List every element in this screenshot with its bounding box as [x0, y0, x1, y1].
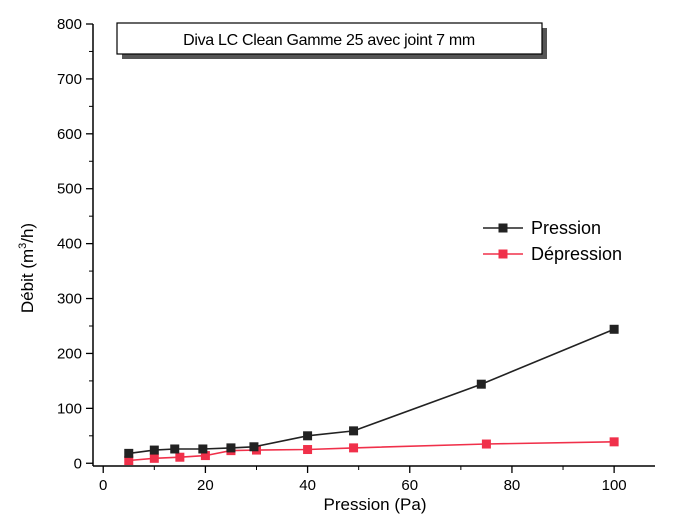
data-point — [349, 443, 359, 453]
data-point — [349, 426, 359, 436]
x-tick-label: 0 — [99, 477, 107, 494]
x-tick-label: 100 — [602, 477, 627, 494]
title-box: Diva LC Clean Gamme 25 avec joint 7 mm — [116, 22, 547, 59]
series-line — [128, 441, 615, 462]
y-tick-label: 300 — [57, 291, 82, 308]
x-tick-label: 20 — [197, 477, 214, 494]
data-point — [303, 445, 313, 455]
y-axis-title-tail: /h) — [18, 223, 37, 243]
x-axis-ticks: 0 20 40 60 80 100 — [99, 466, 627, 494]
legend: Pression Dépression — [483, 218, 622, 264]
data-point — [481, 439, 491, 449]
chart-title: Diva LC Clean Gamme 25 avec joint 7 mm — [183, 32, 475, 49]
data-point — [175, 452, 185, 462]
data-point — [476, 379, 486, 389]
y-axis-ticks: 0 100 200 300 400 500 600 700 800 — [57, 16, 93, 472]
data-point — [124, 456, 134, 466]
y-tick-label: 400 — [57, 236, 82, 253]
legend-label: Dépression — [531, 244, 622, 264]
y-tick-label: 200 — [57, 345, 82, 362]
legend-label: Pression — [531, 218, 601, 238]
y-tick-label: 500 — [57, 181, 82, 198]
data-point — [249, 442, 259, 452]
data-point — [609, 324, 619, 334]
y-tick-label: 0 — [74, 455, 82, 472]
legend-marker — [498, 223, 508, 233]
y-axis-title-sup: 3 — [17, 243, 29, 249]
data-point — [198, 444, 208, 454]
title-box-frame — [116, 22, 543, 55]
legend-marker — [498, 249, 508, 259]
data-point — [124, 448, 134, 458]
series-line — [128, 328, 615, 455]
data-point — [303, 431, 313, 441]
series-1 — [124, 324, 619, 458]
legend-item: Pression — [483, 218, 601, 238]
data-point — [200, 451, 210, 461]
y-tick-label: 800 — [57, 16, 82, 33]
data-point — [149, 453, 159, 463]
data-point — [149, 445, 159, 455]
x-tick-label: 40 — [299, 477, 316, 494]
series-layer — [124, 324, 619, 466]
y-tick-label: 100 — [57, 400, 82, 417]
x-axis-title: Pression (Pa) — [324, 495, 427, 514]
data-point — [226, 443, 236, 453]
x-tick-label: 80 — [504, 477, 521, 494]
y-axis-title-main: Débit (m — [18, 249, 37, 313]
data-point — [170, 444, 180, 454]
x-tick-label: 60 — [401, 477, 418, 494]
y-axis-title: Débit (m3/h) — [17, 223, 37, 313]
legend-item: Dépression — [483, 244, 622, 264]
y-tick-label: 700 — [57, 71, 82, 88]
y-tick-label: 600 — [57, 126, 82, 143]
data-point — [609, 437, 619, 447]
